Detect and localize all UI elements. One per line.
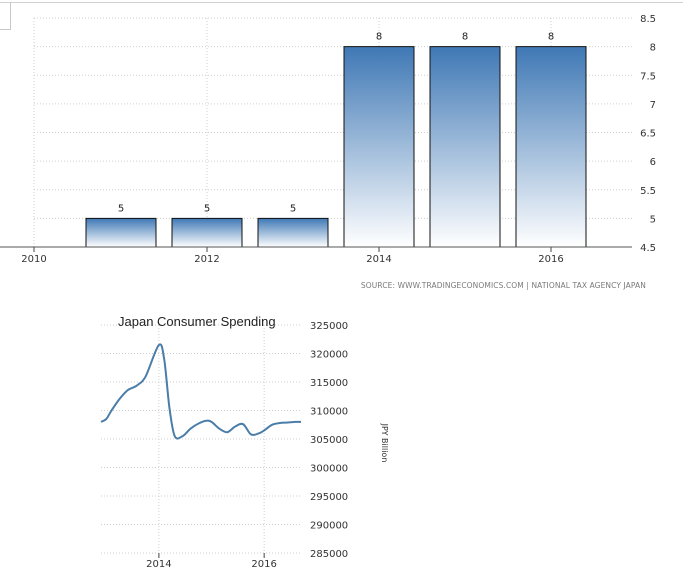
bar-y-tick-label: 7.5 xyxy=(640,71,656,82)
line-x-tick-label: 2014 xyxy=(146,559,171,570)
bar-data-label: 8 xyxy=(462,32,468,43)
bar-chart-bars xyxy=(85,46,587,248)
bar-x-tick-label: 2014 xyxy=(366,254,391,265)
line-x-tick-label: 2016 xyxy=(251,559,276,570)
line-y-tick-label: 300000 xyxy=(310,464,348,475)
bar-chart-x-ticks: 2010 2012 2014 2016 xyxy=(0,246,632,265)
bar-data-label: 5 xyxy=(118,203,124,214)
bar-data-label: 5 xyxy=(290,203,296,214)
source-note: SOURCE: WWW.TRADINGECONOMICS.COM | NATIO… xyxy=(361,281,646,290)
bar-y-tick-label: 5 xyxy=(650,214,656,225)
bar-x-tick-label: 2012 xyxy=(194,254,219,265)
line-y-tick-label: 285000 xyxy=(310,549,348,560)
line-y-tick-label: 320000 xyxy=(310,350,348,361)
bar-y-tick-label: 8.5 xyxy=(640,14,656,25)
bar-2013 xyxy=(257,217,329,248)
line-y-tick-label: 325000 xyxy=(310,321,348,332)
line-chart-y-ticks: 325000 320000 315000 310000 305000 300000 2950… xyxy=(310,321,348,560)
bar-chart-y-ticks: 4.5 5 5.5 6 6.5 7 7.5 8 8.5 xyxy=(640,14,656,254)
line-series xyxy=(100,343,302,440)
line-y-tick-label: 295000 xyxy=(310,492,348,503)
line-y-tick-label: 310000 xyxy=(310,407,348,418)
bar-x-tick-label: 2010 xyxy=(21,254,46,265)
bar-y-tick-label: 5.5 xyxy=(640,186,656,197)
bar-y-tick-label: 7 xyxy=(650,100,656,111)
bar-data-label: 5 xyxy=(204,203,210,214)
line-chart-x-ticks: 2014 2016 xyxy=(146,553,277,570)
bar-data-label: 8 xyxy=(376,32,382,43)
line-chart-y-axis-label: JPY Billion xyxy=(380,423,389,463)
line-chart-grid xyxy=(101,324,301,554)
bar-2015 xyxy=(429,46,501,248)
line-y-tick-label: 290000 xyxy=(310,521,348,532)
bar-y-tick-label: 8 xyxy=(650,43,656,54)
bar-y-tick-label: 6.5 xyxy=(640,129,656,140)
top-border xyxy=(0,2,683,3)
bar-y-tick-label: 6 xyxy=(650,157,656,168)
bar-data-label: 8 xyxy=(548,32,554,43)
line-y-tick-label: 315000 xyxy=(310,378,348,389)
line-chart-title: Japan Consumer Spending xyxy=(118,314,276,329)
corner-frame xyxy=(0,2,11,30)
bar-x-tick-label: 2016 xyxy=(538,254,563,265)
bar-2012 xyxy=(171,217,243,248)
bar-2016 xyxy=(515,46,587,248)
bar-y-tick-label: 4.5 xyxy=(640,243,656,254)
bar-2014 xyxy=(343,46,415,248)
bar-chart-data-labels: 5 5 5 8 8 8 xyxy=(118,32,554,215)
line-y-tick-label: 305000 xyxy=(310,435,348,446)
bar-chart-tax-rate: 5 5 58 8 8 4.555.566.577.588.5 2010 2012 2014 2… xyxy=(0,14,656,290)
